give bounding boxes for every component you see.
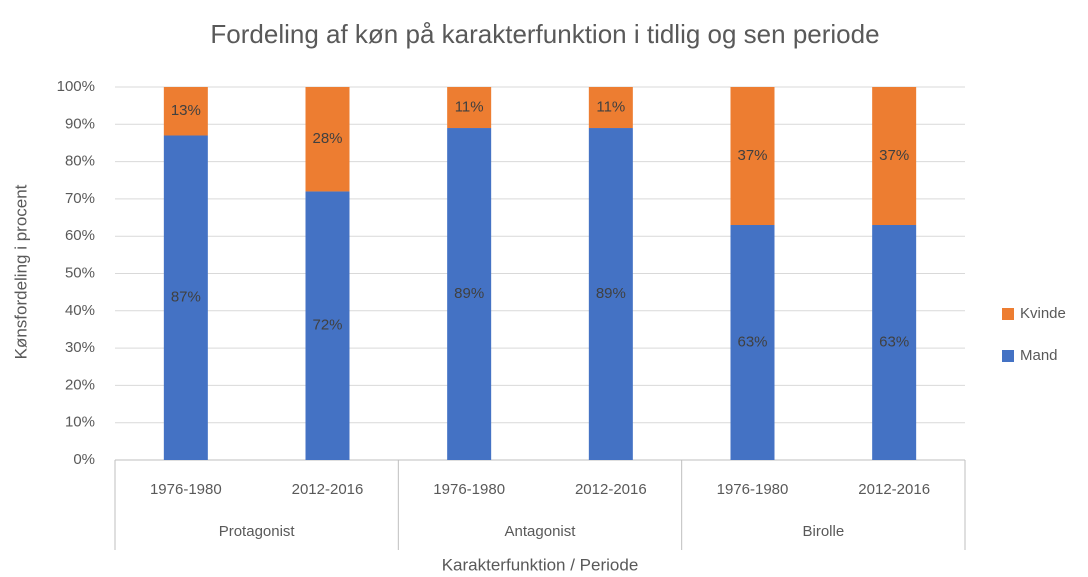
data-label: 11% [596, 98, 625, 115]
data-label: 72% [312, 317, 342, 334]
x-tick-label: 1976-1980 [433, 481, 505, 498]
bar-segment [730, 225, 775, 460]
x-axis-title: Karakterfunktion / Periode [442, 555, 639, 574]
bar-segment [588, 128, 633, 460]
legend-label: Kvinde [1020, 305, 1066, 322]
bar-segment [588, 87, 633, 129]
group-label: Antagonist [505, 523, 577, 540]
y-tick-label: 30% [65, 339, 95, 356]
bar-segment [872, 87, 917, 226]
x-tick-label: 2012-2016 [575, 481, 647, 498]
legend-swatch [1002, 350, 1014, 362]
y-axis-title: Kønsfordeling i procent [11, 184, 30, 359]
x-tick-label: 2012-2016 [858, 481, 930, 498]
x-tick-label: 1976-1980 [150, 481, 222, 498]
group-label: Protagonist [219, 523, 296, 540]
y-tick-label: 20% [65, 376, 95, 393]
y-tick-label: 70% [65, 190, 95, 207]
y-tick-label: 0% [73, 451, 95, 468]
data-label: 11% [455, 98, 484, 115]
bar-segment [447, 87, 492, 129]
data-label: 28% [312, 130, 342, 147]
y-tick-label: 50% [65, 264, 95, 281]
legend-label: Mand [1020, 347, 1058, 364]
y-tick-label: 80% [65, 153, 95, 170]
y-tick-label: 60% [65, 227, 95, 244]
x-tick-label: 1976-1980 [717, 481, 789, 498]
group-label: Birolle [802, 523, 844, 540]
y-tick-label: 40% [65, 302, 95, 319]
bar-segment [163, 87, 208, 136]
bar-segment [872, 225, 917, 460]
bar-segment [305, 87, 350, 192]
x-tick-label: 2012-2016 [292, 481, 364, 498]
bar-segment [730, 87, 775, 226]
data-label: 63% [879, 333, 909, 350]
chart-title: Fordeling af køn på karakterfunktion i t… [210, 19, 879, 49]
data-label: 89% [596, 285, 626, 302]
bar-segment [163, 135, 208, 461]
y-tick-label: 10% [65, 414, 95, 431]
data-label: 13% [171, 102, 201, 119]
data-label: 37% [737, 147, 767, 164]
bar-segment [447, 128, 492, 460]
legend-swatch [1002, 308, 1014, 320]
data-label: 87% [171, 289, 201, 306]
data-label: 37% [879, 147, 909, 164]
data-label: 63% [737, 333, 767, 350]
data-label: 89% [454, 285, 484, 302]
y-tick-label: 100% [57, 78, 95, 95]
y-tick-label: 90% [65, 115, 95, 132]
bar-segment [305, 191, 350, 460]
